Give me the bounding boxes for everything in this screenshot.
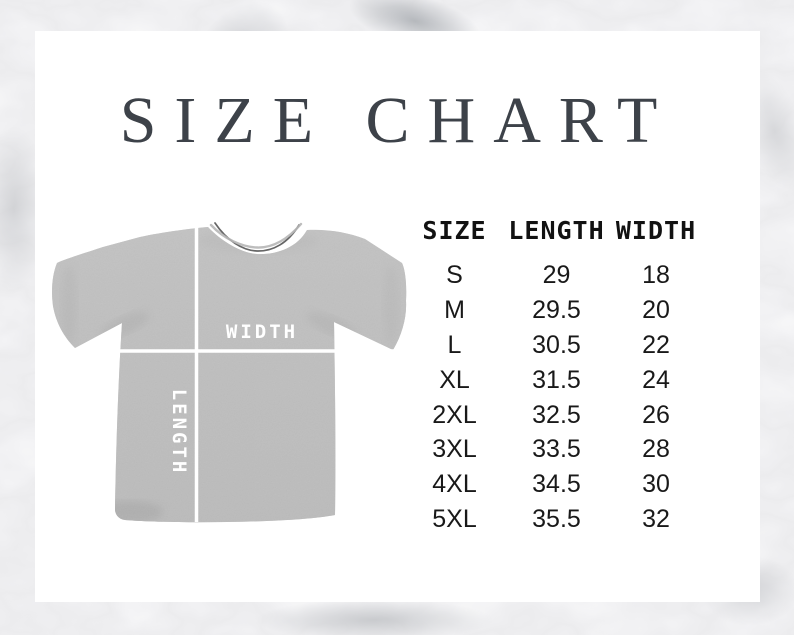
table-header-row: SIZE LENGTH WIDTH (410, 212, 710, 248)
cell-size: 2XL (432, 400, 477, 429)
cell-size: 3XL (432, 435, 477, 464)
cell-size: M (444, 295, 465, 324)
page-title: SIZE CHART (119, 84, 676, 157)
width-label: WIDTH (226, 321, 298, 343)
cell-length: 29 (542, 260, 571, 289)
size-table: SIZE LENGTH WIDTH S 29 18 M 29.5 20 L 30… (410, 212, 710, 537)
cell-length: 34.5 (532, 470, 581, 499)
cell-length: 33.5 (532, 435, 581, 464)
cell-size: S (446, 260, 463, 289)
cell-size: 5XL (432, 505, 477, 534)
cell-length: 30.5 (532, 330, 581, 359)
table-row: 5XL 35.5 32 (410, 502, 710, 537)
column-header-length: LENGTH (508, 215, 605, 245)
cell-width: 26 (642, 400, 670, 429)
cell-width: 18 (642, 260, 670, 289)
table-row: 3XL 33.5 28 (410, 432, 710, 467)
cell-size: L (447, 330, 462, 359)
cell-length: 29.5 (532, 295, 581, 324)
table-row: S 29 18 (410, 258, 710, 293)
cell-width: 28 (642, 435, 670, 464)
cell-size: 4XL (432, 470, 477, 499)
cell-length: 32.5 (532, 400, 581, 429)
tshirt-graphic: WIDTH LENGTH (52, 222, 407, 523)
cell-width: 32 (642, 505, 670, 534)
column-header-width: WIDTH (615, 215, 697, 245)
length-label: LENGTH (168, 389, 190, 476)
table-row: L 30.5 22 (410, 328, 710, 363)
column-header-size: SIZE (422, 215, 487, 245)
cell-width: 20 (642, 295, 670, 324)
cell-size: XL (439, 365, 470, 394)
cell-width: 22 (642, 330, 670, 359)
cell-length: 31.5 (532, 365, 581, 394)
collar-band-highlight (209, 222, 303, 249)
cell-length: 35.5 (532, 505, 581, 534)
table-row: 4XL 34.5 30 (410, 467, 710, 502)
cell-width: 24 (642, 365, 670, 394)
table-body: S 29 18 M 29.5 20 L 30.5 22 XL 31.5 24 2… (410, 258, 710, 537)
table-row: XL 31.5 24 (410, 363, 710, 398)
table-row: 2XL 32.5 26 (410, 398, 710, 433)
cell-width: 30 (642, 470, 670, 499)
table-row: M 29.5 20 (410, 293, 710, 328)
